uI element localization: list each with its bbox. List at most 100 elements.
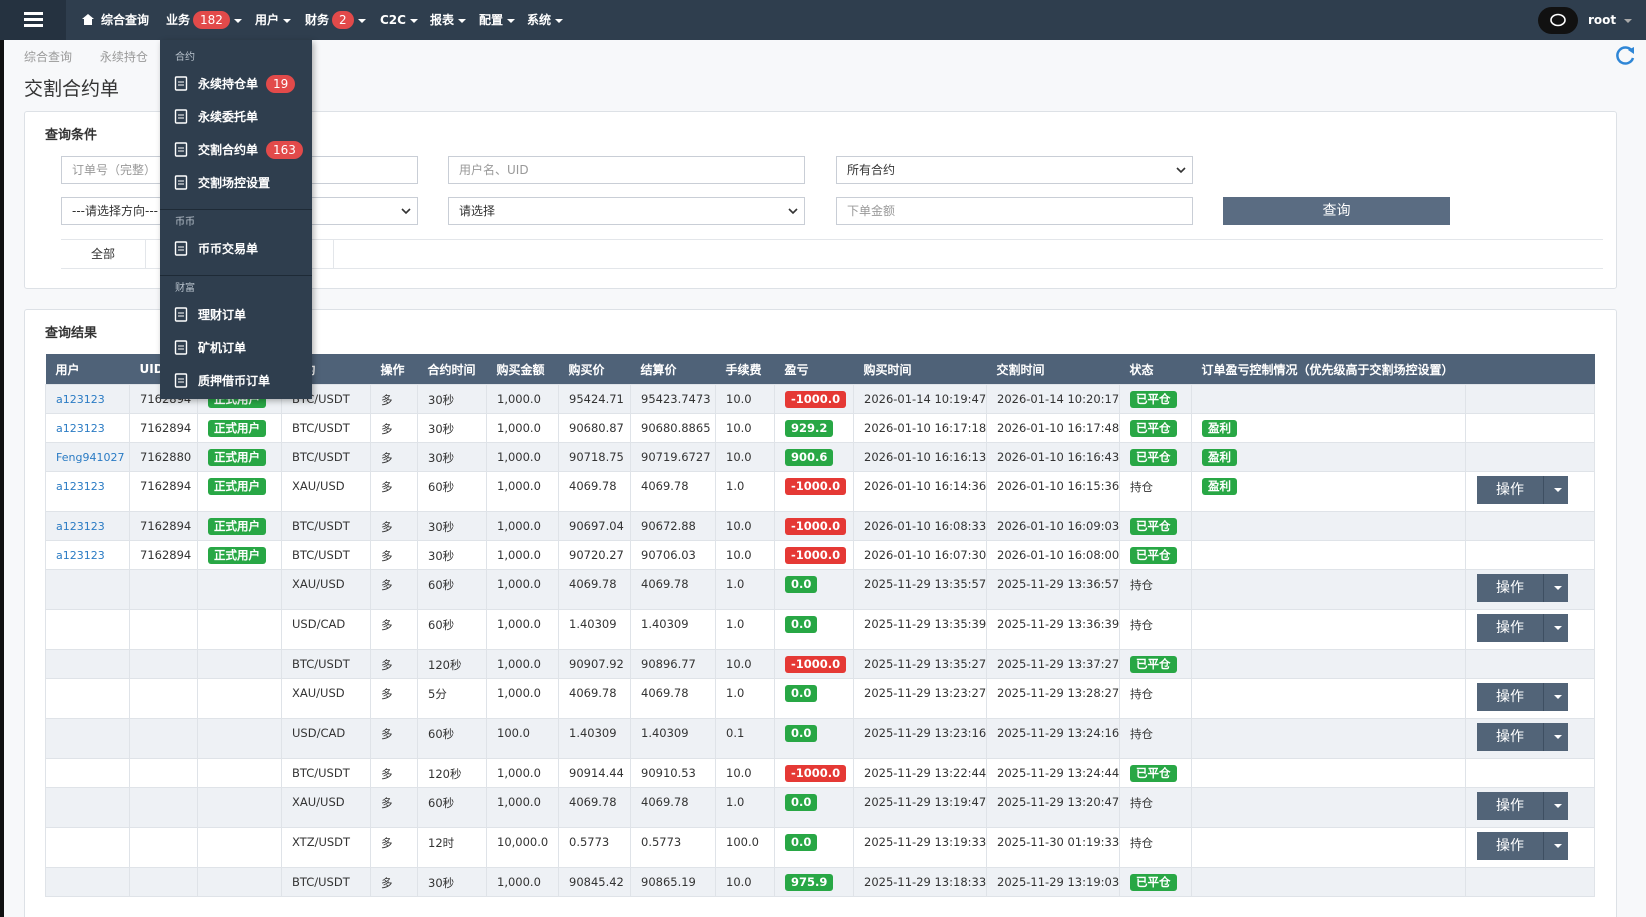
op-button[interactable]: 操作: [1477, 832, 1568, 860]
table-cell: 90672.88: [630, 511, 716, 541]
breadcrumb-item[interactable]: 综合查询: [24, 50, 73, 64]
nav-item[interactable]: 财务 2: [305, 0, 366, 40]
user-menu[interactable]: root: [1588, 0, 1633, 40]
badge: 盈利: [1202, 478, 1237, 495]
menu-toggle[interactable]: [0, 0, 66, 40]
menu-label: 质押借币订单: [198, 374, 271, 388]
op-button[interactable]: 操作: [1477, 476, 1568, 504]
cell-text: 120秒: [428, 658, 462, 672]
user-link[interactable]: Feng941027: [56, 451, 125, 464]
table-cell: 60秒: [417, 471, 487, 512]
cell-text: 90865.19: [641, 875, 696, 889]
nav-item[interactable]: 综合查询: [82, 0, 149, 40]
table-cell: 90914.44: [558, 758, 631, 788]
cell-text: 4069.78: [569, 479, 617, 493]
breadcrumb-item[interactable]: 永续持仓: [99, 50, 148, 64]
op-button[interactable]: 操作: [1477, 792, 1568, 820]
cell-text: 2025-11-29 13:36:39: [997, 617, 1120, 631]
table-cell: 95424.71: [558, 384, 631, 414]
tab[interactable]: [145, 240, 334, 268]
op-button[interactable]: 操作: [1477, 683, 1568, 711]
menu-item[interactable]: 交割合约单 163: [174, 134, 303, 166]
menu-item[interactable]: 交割场控设置: [174, 167, 270, 199]
badge: 已平仓: [1130, 391, 1177, 408]
cell-text: 1,000.0: [497, 657, 541, 671]
user-link[interactable]: a123123: [56, 549, 105, 562]
cell-text: 30秒: [428, 876, 455, 890]
table-cell: BTC/USDT: [281, 758, 371, 788]
cell-text: 多: [381, 549, 393, 563]
nav-item[interactable]: 业务 182: [166, 0, 242, 40]
table-cell: 1,000.0: [486, 413, 559, 443]
status-select[interactable]: 请选择: [448, 197, 805, 225]
nav-item[interactable]: 配置: [479, 0, 516, 40]
table-cell: 多: [370, 827, 418, 868]
table-row: a123123 7162894 正式用户 XAU/USD 多 60秒 1,000.0 4069…: [45, 471, 1595, 512]
cell-text: 2025-11-29 13:37:27: [997, 657, 1120, 671]
table-cell: 90719.6727: [630, 442, 716, 472]
op-button[interactable]: 操作: [1477, 614, 1568, 642]
pnl-badge: -1000.0: [785, 518, 847, 535]
menu-item[interactable]: 永续持仓单 19: [174, 68, 296, 100]
table-cell: 1,000.0: [486, 678, 559, 719]
table-cell: 2025-11-29 13:19:03: [986, 867, 1120, 897]
tab[interactable]: 全部: [61, 240, 146, 268]
refresh-icon[interactable]: [1615, 44, 1637, 66]
op-button[interactable]: 操作: [1477, 723, 1568, 751]
table-cell: 0.5773: [558, 827, 631, 868]
header-cell: 操作: [370, 354, 418, 385]
cell-text: 持仓: [1130, 578, 1153, 592]
header-cell: 状态: [1119, 354, 1192, 385]
table-cell: 2025-11-29 13:23:16: [853, 718, 987, 759]
user-link[interactable]: a123123: [56, 422, 105, 435]
nav-item[interactable]: 用户: [255, 0, 292, 40]
table-cell: USD/CAD: [281, 718, 371, 759]
cell-text: 90914.44: [569, 766, 624, 780]
table-cell: 10,000.0: [486, 827, 559, 868]
pnl-badge: -1000.0: [785, 478, 847, 495]
table-cell: 1.0: [715, 471, 775, 512]
table-cell: 多: [370, 609, 418, 650]
user-link[interactable]: a123123: [56, 480, 105, 493]
menu-item[interactable]: 质押借币订单: [174, 365, 270, 397]
cell-text: 1,000.0: [497, 617, 541, 631]
contract-select[interactable]: 所有合约: [836, 156, 1193, 184]
table-cell: 60秒: [417, 609, 487, 650]
table-cell: USD/CAD: [281, 609, 371, 650]
table-row: USD/CAD 多 60秒 1,000.0 1.40309 1.40309 1.0 0.0 20…: [45, 609, 1595, 650]
op-label: 操作: [1477, 832, 1544, 860]
menu-item[interactable]: 永续委托单: [174, 101, 258, 133]
section-title: 币币: [175, 217, 195, 228]
table-cell: [197, 867, 282, 897]
nav-item[interactable]: 报表: [430, 0, 467, 40]
cell-text: 多: [381, 422, 393, 436]
cell-text: 4069.78: [569, 795, 617, 809]
user-link[interactable]: a123123: [56, 393, 105, 406]
query-button[interactable]: 查询: [1223, 197, 1450, 225]
menu-label: 永续持仓单: [198, 77, 259, 91]
table-cell: 7162894: [129, 511, 198, 541]
table-cell: 2025-11-30 01:19:33: [986, 827, 1120, 868]
chat-icon: [1550, 13, 1566, 27]
menu-item[interactable]: 矿机订单: [174, 332, 246, 364]
table-cell: [129, 827, 198, 868]
chat-button[interactable]: [1538, 7, 1578, 34]
menu-item[interactable]: 理财订单: [174, 299, 246, 331]
nav-item[interactable]: 系统: [527, 0, 564, 40]
cell-text: BTC/USDT: [292, 519, 350, 533]
menu-item[interactable]: 币币交易单: [174, 233, 258, 265]
nav-item[interactable]: C2C: [380, 0, 418, 40]
pnl-badge: 900.6: [785, 449, 834, 466]
op-button[interactable]: 操作: [1477, 574, 1568, 602]
user-link[interactable]: a123123: [56, 520, 105, 533]
amount-input[interactable]: 下单金额: [836, 197, 1193, 225]
table-cell: 4069.78: [630, 471, 716, 512]
table-cell: 已平仓: [1119, 649, 1192, 679]
table-cell: [129, 758, 198, 788]
user-input[interactable]: 用户名、UID: [448, 156, 805, 184]
cell-text: 2025-11-29 13:19:33: [864, 835, 987, 849]
badge: 已平仓: [1130, 765, 1177, 782]
table-cell: BTC/USDT: [281, 511, 371, 541]
table-cell: [1191, 787, 1466, 828]
window-edge: [0, 40, 4, 917]
